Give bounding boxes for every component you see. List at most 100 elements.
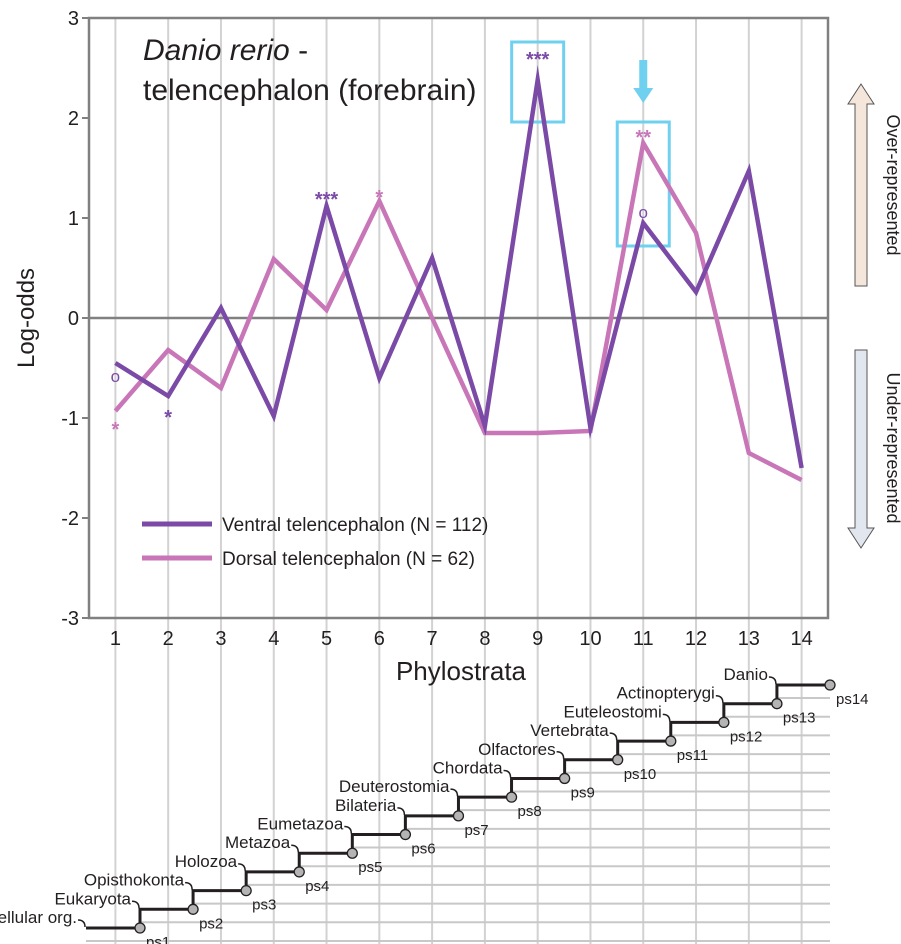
y-tick-label-1: 1 [68, 208, 79, 230]
clade-label-ps2: Eukaryota [54, 889, 131, 908]
y-tick-label--3: -3 [61, 608, 79, 630]
clade-bracket-ps11 [609, 732, 618, 741]
tree-node-ps12 [718, 716, 730, 729]
clade-label-ps10: Olfactores [478, 740, 555, 759]
clade-bracket-ps14 [768, 676, 777, 685]
stratum-label-ps12: ps12 [730, 728, 763, 745]
stratum-label-ps14: ps14 [836, 691, 869, 708]
x-tick-label-9: 9 [532, 628, 543, 650]
stratum-label-ps9: ps9 [571, 784, 595, 801]
clade-bracket-ps9 [503, 769, 512, 778]
vertical-gridlines [114, 18, 803, 944]
annotation-6-4: * [375, 187, 383, 209]
stratum-label-ps8: ps8 [518, 803, 542, 820]
stratum-label-ps2: ps2 [199, 915, 223, 932]
y-tick-label-2: 2 [68, 108, 79, 130]
series-line-ventral [114, 65, 804, 469]
down-arrow [847, 349, 875, 549]
tree-node-ps7 [452, 810, 465, 822]
legend-label-dorsal: Dorsal telencephalon (N = 62) [222, 549, 475, 570]
clade-label-ps9: Chordata [433, 758, 503, 777]
tree-node-ps13 [771, 698, 783, 710]
x-tick-label-3: 3 [215, 628, 226, 650]
x-tick-label-14: 14 [790, 628, 812, 650]
tree-node-ps3 [240, 884, 252, 897]
x-tick-label-4: 4 [268, 628, 279, 650]
y-tick-label-0: 0 [68, 308, 79, 330]
clade-label-ps5: Metazoa [225, 833, 291, 852]
tree-backbone [86, 683, 830, 930]
annotation-5-3: *** [315, 189, 339, 211]
legend: Ventral telencephalon (N = 112) Dorsal t… [142, 515, 488, 570]
tree-node-ps14 [824, 679, 836, 691]
over-represented-indicator: Over-represented [847, 83, 901, 287]
clade-label-ps3: Opisthokonta [84, 871, 185, 890]
highlight-arrow-icon [633, 60, 654, 103]
clade-label-ps6: Eumetazoa [257, 815, 344, 834]
clade-bracket-ps2 [131, 900, 140, 909]
clade-bracket-ps1 [77, 919, 86, 928]
under-represented-indicator: Under-represented [847, 349, 901, 549]
x-tick-label-2: 2 [163, 628, 174, 650]
clade-bracket-ps6 [344, 825, 353, 834]
stratum-label-ps4: ps4 [305, 878, 329, 895]
stratum-label-ps13: ps13 [783, 710, 816, 727]
clade-bracket-ps8 [450, 788, 459, 797]
y-tick-label--1: -1 [61, 408, 79, 430]
clade-label-ps13: Actinopterygi [617, 684, 715, 703]
legend-label-ventral: Ventral telencephalon (N = 112) [222, 515, 488, 536]
tree-node-ps5 [346, 847, 358, 859]
stratum-label-ps11: ps11 [677, 747, 708, 764]
clade-bracket-ps3 [185, 881, 193, 890]
clade-bracket-ps13 [715, 694, 724, 703]
tree-node-ps6 [399, 828, 412, 841]
under-represented-label: Under-represented [883, 372, 901, 523]
clade-bracket-ps12 [662, 713, 671, 722]
stratum-label-ps1: ps1 [146, 934, 170, 944]
clade-bracket-ps5 [291, 844, 299, 853]
x-tick-label-12: 12 [685, 628, 707, 650]
highlight-arrow [633, 60, 654, 103]
stratum-label-ps3: ps3 [252, 897, 276, 914]
clade-label-ps12: Euteleostomi [563, 702, 661, 721]
clade-label-ps14: Danio [724, 665, 768, 684]
x-tick-label-13: 13 [738, 628, 760, 650]
series-line-dorsal [113, 136, 803, 483]
clade-label-ps7: Bilateria [335, 796, 397, 815]
tree-node-ps2 [187, 903, 199, 915]
y-axis-label: Log-odds [13, 268, 40, 368]
series-lines [113, 65, 804, 483]
tree-node-ps9 [558, 772, 571, 785]
annotation-2-2: * [164, 407, 172, 429]
stratum-label-ps7: ps7 [464, 822, 488, 839]
annotation-11-6: ** [635, 127, 651, 149]
clade-label-ps8: Deuterostomia [339, 777, 450, 796]
x-tick-label-11: 11 [633, 628, 654, 650]
annotation-11-7: o [639, 203, 648, 222]
tree-node-ps4 [293, 866, 305, 878]
phylostrata-tree: ps1 Cellular org. ps2 Eukaryota ps3 Opisthoko… [0, 665, 869, 944]
clade-bracket-ps7 [397, 807, 406, 815]
y-tick-label-3: 3 [68, 8, 79, 30]
tree-node-ps11 [665, 735, 677, 747]
x-tick-label-10: 10 [579, 628, 601, 650]
annotation-1-1: * [111, 419, 119, 441]
x-axis: 1 2 3 4 5 6 7 8 9 10 11 12 13 14 [110, 628, 813, 650]
x-tick-label-7: 7 [427, 628, 438, 650]
clade-label-ps11: Vertebrata [530, 721, 609, 740]
chart-title-line1: Danio rerio - [143, 34, 308, 67]
tree-node-ps1 [134, 922, 146, 934]
chart-title-dash: - [298, 34, 308, 67]
significance-annotations: o***** ******o [111, 49, 652, 441]
stratum-label-ps6: ps6 [411, 841, 435, 858]
clade-bracket-ps10 [556, 751, 565, 759]
clade-label-ps1: Cellular org. [0, 908, 77, 927]
x-tick-label-8: 8 [479, 628, 490, 650]
up-arrow [847, 83, 875, 287]
x-tick-label-5: 5 [321, 628, 332, 650]
x-tick-label-6: 6 [374, 628, 385, 650]
x-tick-label-1: 1 [110, 628, 121, 650]
tree-node-ps10 [612, 754, 624, 766]
clade-label-ps4: Holozoa [175, 852, 238, 871]
